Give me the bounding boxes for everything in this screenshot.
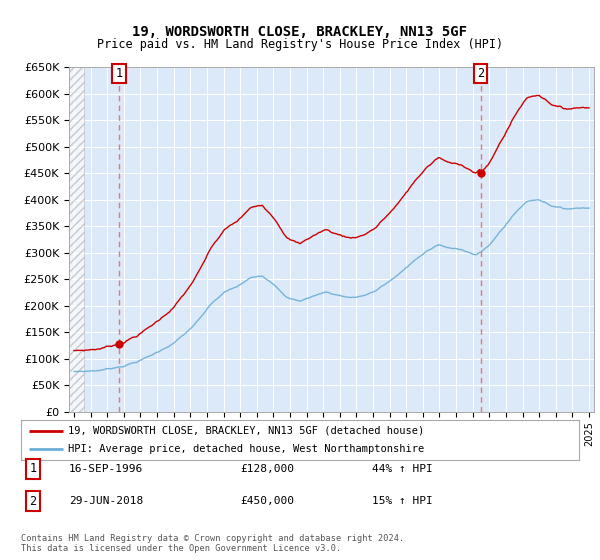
Text: Price paid vs. HM Land Registry's House Price Index (HPI): Price paid vs. HM Land Registry's House …	[97, 38, 503, 52]
Text: 19, WORDSWORTH CLOSE, BRACKLEY, NN13 5GF (detached house): 19, WORDSWORTH CLOSE, BRACKLEY, NN13 5GF…	[68, 426, 425, 436]
Text: 44% ↑ HPI: 44% ↑ HPI	[372, 464, 433, 474]
Text: 1: 1	[29, 462, 37, 475]
Text: 2: 2	[29, 494, 37, 508]
Text: HPI: Average price, detached house, West Northamptonshire: HPI: Average price, detached house, West…	[68, 445, 425, 454]
Text: 1: 1	[115, 67, 122, 80]
Text: £128,000: £128,000	[240, 464, 294, 474]
Text: 16-SEP-1996: 16-SEP-1996	[69, 464, 143, 474]
Text: £450,000: £450,000	[240, 496, 294, 506]
Text: 19, WORDSWORTH CLOSE, BRACKLEY, NN13 5GF: 19, WORDSWORTH CLOSE, BRACKLEY, NN13 5GF	[133, 26, 467, 39]
Text: 29-JUN-2018: 29-JUN-2018	[69, 496, 143, 506]
Text: This data is licensed under the Open Government Licence v3.0.: This data is licensed under the Open Gov…	[21, 544, 341, 553]
Text: Contains HM Land Registry data © Crown copyright and database right 2024.: Contains HM Land Registry data © Crown c…	[21, 534, 404, 543]
Text: 2: 2	[477, 67, 484, 80]
Text: 15% ↑ HPI: 15% ↑ HPI	[372, 496, 433, 506]
